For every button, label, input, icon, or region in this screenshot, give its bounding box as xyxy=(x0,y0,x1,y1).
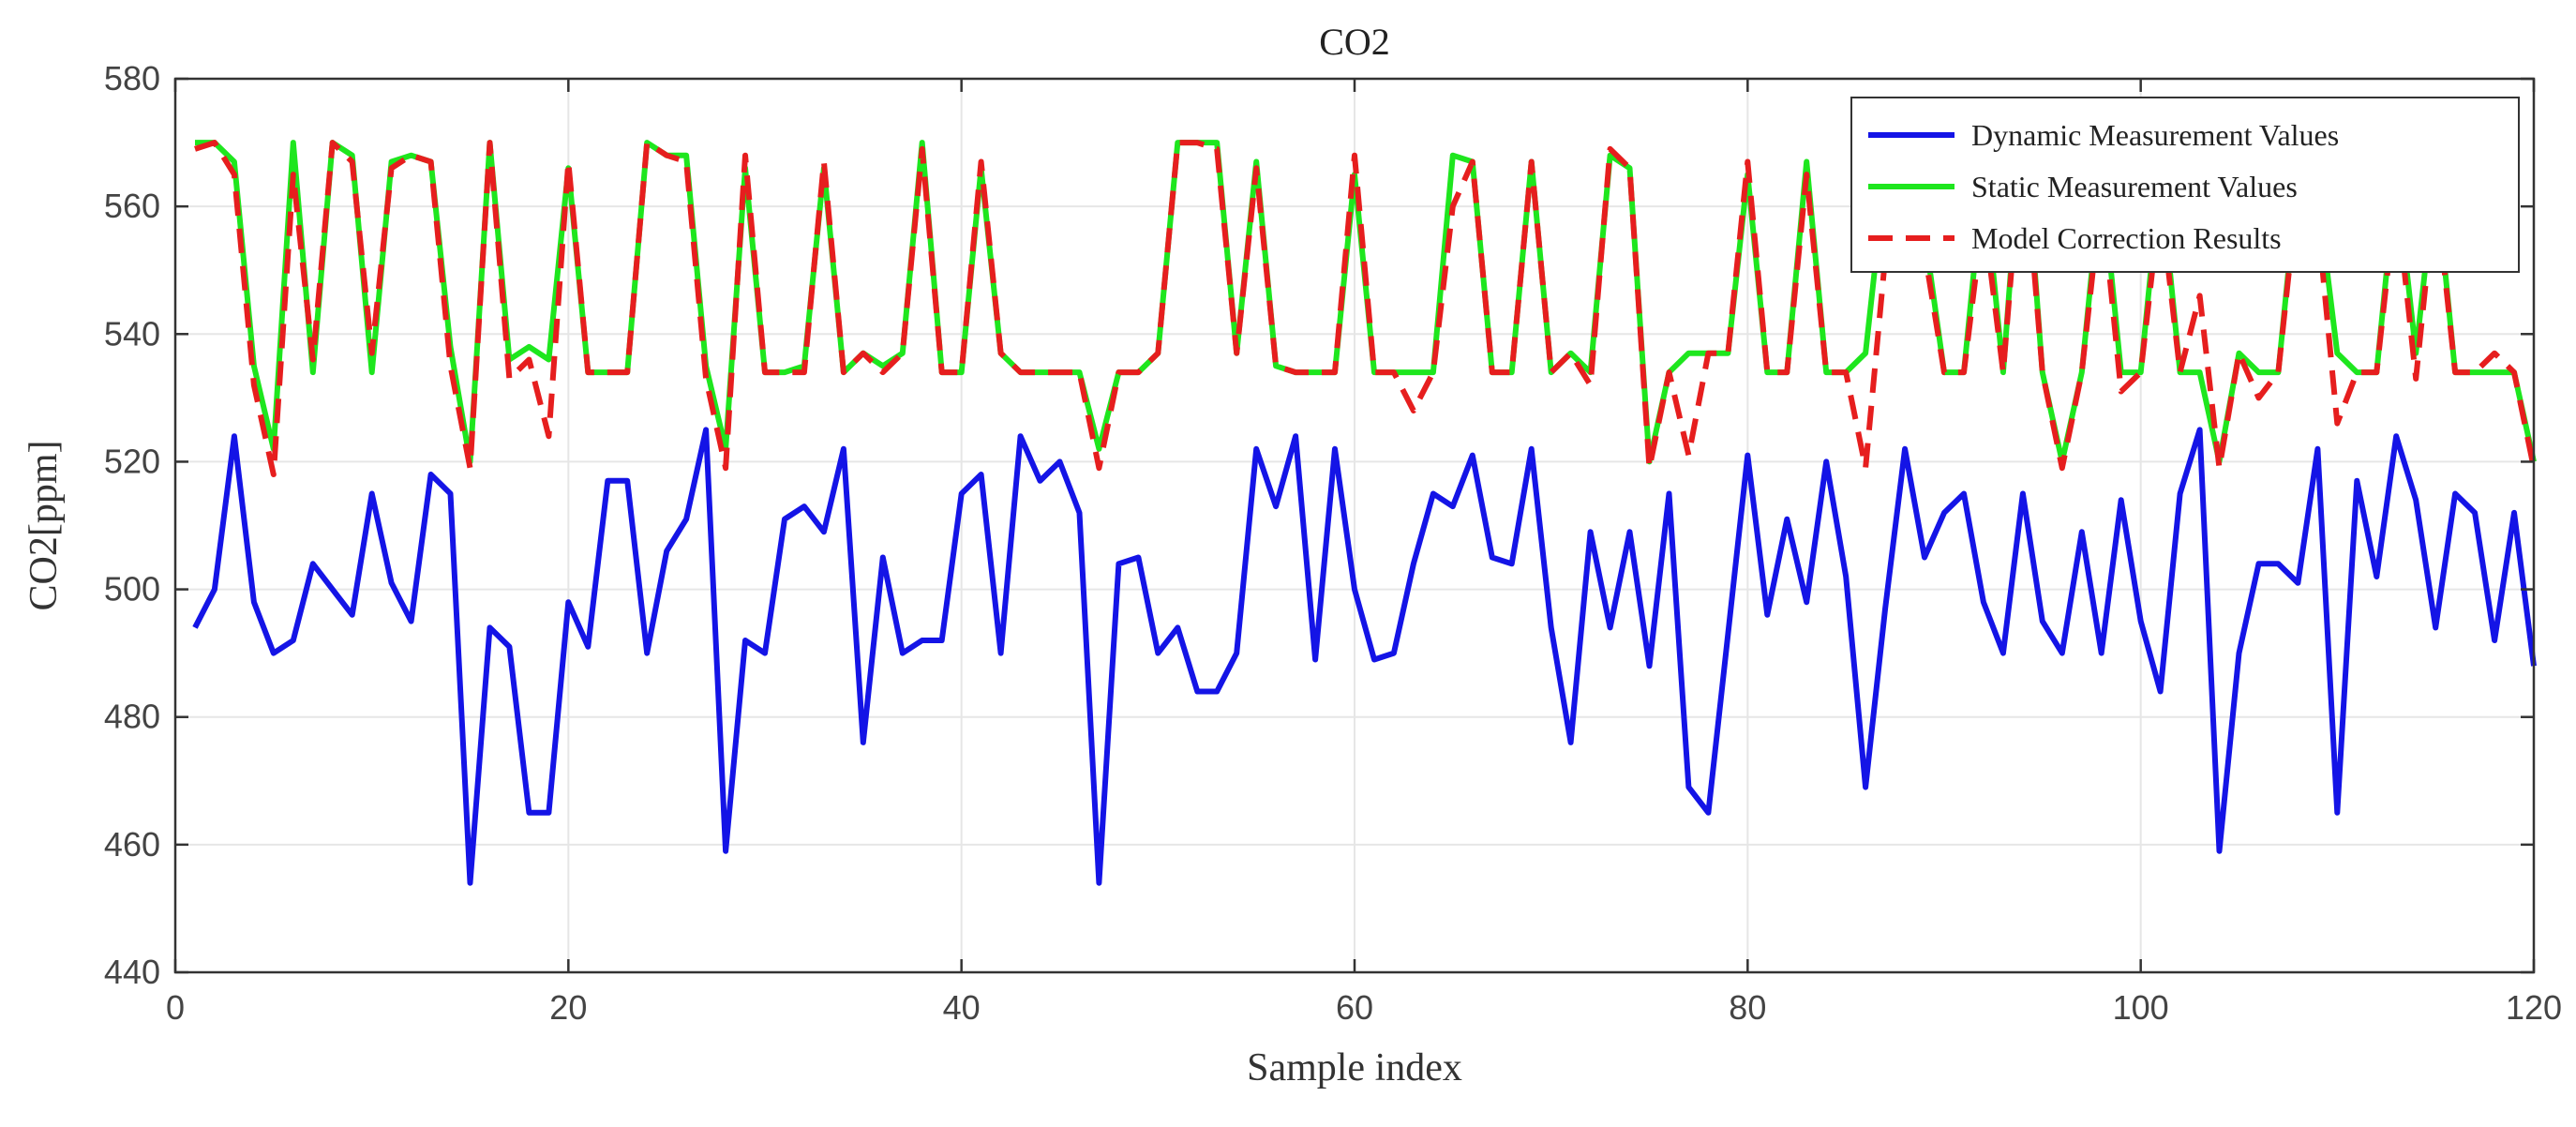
plot-lines xyxy=(192,108,2537,886)
series-line-dynamic-measurement-values xyxy=(192,427,2537,886)
legend-label: Model Correction Results xyxy=(1971,221,2282,255)
axis-ticks: 0 20 40 60 80 100 120 440 460 480 500 520 540 560 580 xyxy=(104,59,2562,1027)
legend-label: Dynamic Measurement Values xyxy=(1971,118,2339,152)
chart-title: CO2 xyxy=(1319,21,1390,63)
y-tick-label: 440 xyxy=(104,953,160,991)
x-tick-label: 40 xyxy=(943,988,981,1027)
legend-box xyxy=(1850,97,2520,273)
x-tick-label: 120 xyxy=(2506,988,2562,1027)
legend-label: Static Measurement Values xyxy=(1971,170,2298,203)
y-tick-label: 520 xyxy=(104,442,160,480)
series-line-model-correction-results xyxy=(194,108,2537,477)
x-tick-label: 80 xyxy=(1729,988,1766,1027)
legend: Dynamic Measurement Values Static Measure… xyxy=(1850,97,2520,273)
y-tick-label: 480 xyxy=(104,698,160,736)
x-tick-label: 0 xyxy=(166,988,185,1027)
y-tick-label: 500 xyxy=(104,570,160,609)
y-axis-title: CO2[ppm] xyxy=(22,441,66,611)
y-tick-label: 560 xyxy=(104,187,160,225)
y-tick-label: 580 xyxy=(104,59,160,98)
x-tick-label: 20 xyxy=(549,988,587,1027)
x-axis-title: Sample index xyxy=(1247,1046,1462,1089)
x-tick-label: 60 xyxy=(1336,988,1373,1027)
x-tick-label: 100 xyxy=(2113,988,2169,1027)
y-tick-label: 460 xyxy=(104,825,160,864)
y-tick-label: 540 xyxy=(104,314,160,353)
